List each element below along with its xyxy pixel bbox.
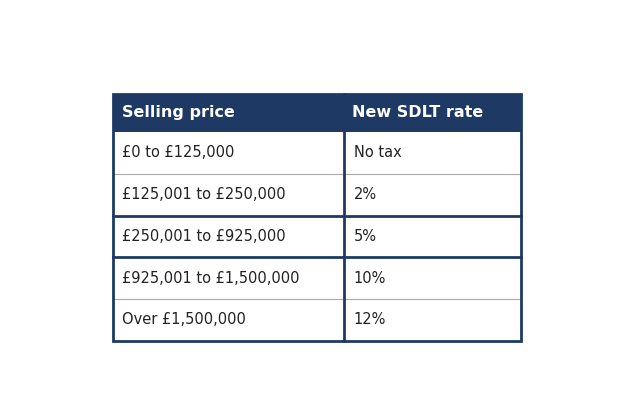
Text: New SDLT rate: New SDLT rate [352,106,483,121]
Text: £925,001 to £1,500,000: £925,001 to £1,500,000 [121,271,299,286]
Text: 2%: 2% [354,187,377,202]
Text: No tax: No tax [354,145,402,160]
Text: £125,001 to £250,000: £125,001 to £250,000 [121,187,285,202]
Text: £0 to £125,000: £0 to £125,000 [121,145,234,160]
Text: 12%: 12% [354,312,386,327]
Text: Over £1,500,000: Over £1,500,000 [121,312,245,327]
Text: Selling price: Selling price [121,106,235,121]
Text: £250,001 to £925,000: £250,001 to £925,000 [121,229,285,244]
Text: 5%: 5% [354,229,377,244]
Text: 10%: 10% [354,271,386,286]
